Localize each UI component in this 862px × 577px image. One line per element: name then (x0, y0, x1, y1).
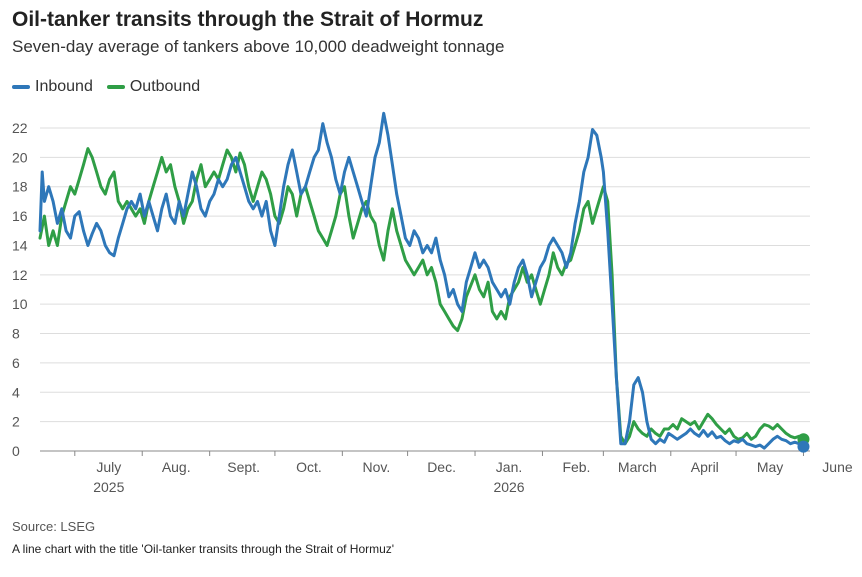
y-tick-label: 20 (12, 149, 28, 165)
y-tick-label: 0 (12, 443, 20, 459)
y-tick-label: 16 (12, 208, 28, 224)
x-tick-label: Jan. (496, 459, 522, 475)
x-tick-label: May (757, 459, 783, 475)
x-tick-label: Aug. (162, 459, 191, 475)
legend-label-outbound: Outbound (129, 78, 201, 95)
y-tick-label: 10 (12, 296, 28, 312)
y-tick-label: 8 (12, 326, 20, 342)
x-tick-label: Oct. (296, 459, 322, 475)
chart-title: Oil-tanker transits through the Strait o… (12, 8, 484, 31)
y-tick-label: 6 (12, 355, 20, 371)
x-tick-year-label: 2026 (493, 479, 524, 495)
legend-item-inbound: Inbound (12, 78, 93, 96)
end-point-inbound (797, 440, 810, 453)
y-tick-label: 14 (12, 237, 28, 253)
x-tick-year-label: 2025 (93, 479, 124, 495)
legend-item-outbound: Outbound (106, 78, 201, 96)
chart-subtitle: Seven-day average of tankers above 10,00… (12, 37, 505, 56)
source-note: Source: LSEG (12, 519, 96, 534)
x-tick-label: Feb. (562, 459, 590, 475)
legend-swatch-inbound (12, 85, 30, 89)
x-tick-label: July (96, 459, 121, 475)
y-tick-label: 22 (12, 120, 28, 136)
y-tick-label: 12 (12, 267, 28, 283)
line-chart: 0 2 4 6 8 10 12 14 16 18 20 22 July 2025 Aug. Sept. Oct.… (12, 111, 853, 495)
series-line-inbound (38, 111, 805, 450)
y-tick-label: 4 (12, 384, 20, 400)
x-tick-label: Dec. (427, 459, 456, 475)
legend: Inbound Outbound (12, 78, 200, 96)
series-line-outbound (38, 147, 805, 446)
legend-swatch-outbound (106, 85, 125, 89)
x-tick-label: June (822, 459, 853, 475)
x-tick-label: April (691, 459, 719, 475)
y-tick-label: 2 (12, 414, 20, 430)
chart-caption: A line chart with the title 'Oil-tanker … (12, 542, 395, 556)
legend-label-inbound: Inbound (35, 78, 93, 95)
x-tick-label: Sept. (227, 459, 260, 475)
y-tick-label: 18 (12, 179, 28, 195)
x-tick-label: March (618, 459, 657, 475)
x-tick-label: Nov. (362, 459, 390, 475)
